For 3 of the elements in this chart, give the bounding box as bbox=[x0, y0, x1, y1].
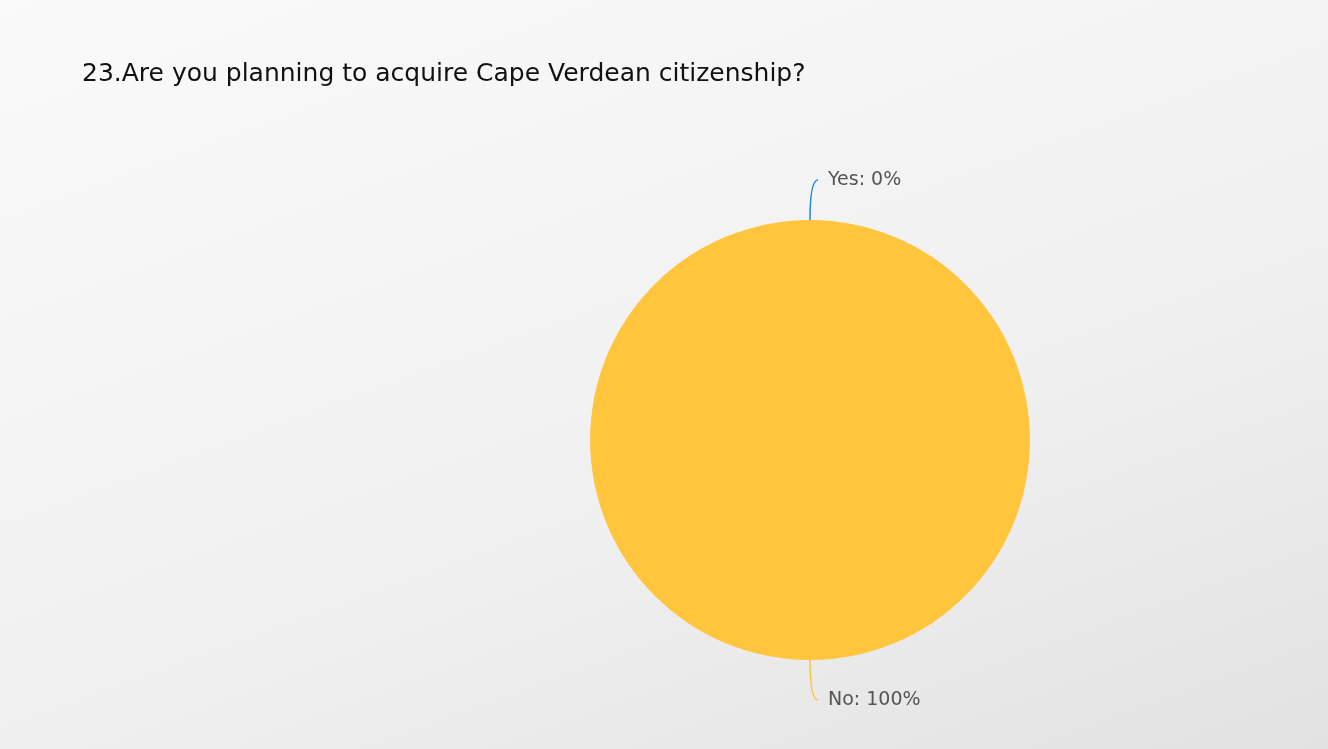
chart-title: 23.Are you planning to acquire Cape Verdean citizenship? bbox=[82, 58, 806, 87]
category-label: Yes: 0% bbox=[828, 166, 902, 189]
slice-label: No: 100% bbox=[828, 686, 921, 709]
